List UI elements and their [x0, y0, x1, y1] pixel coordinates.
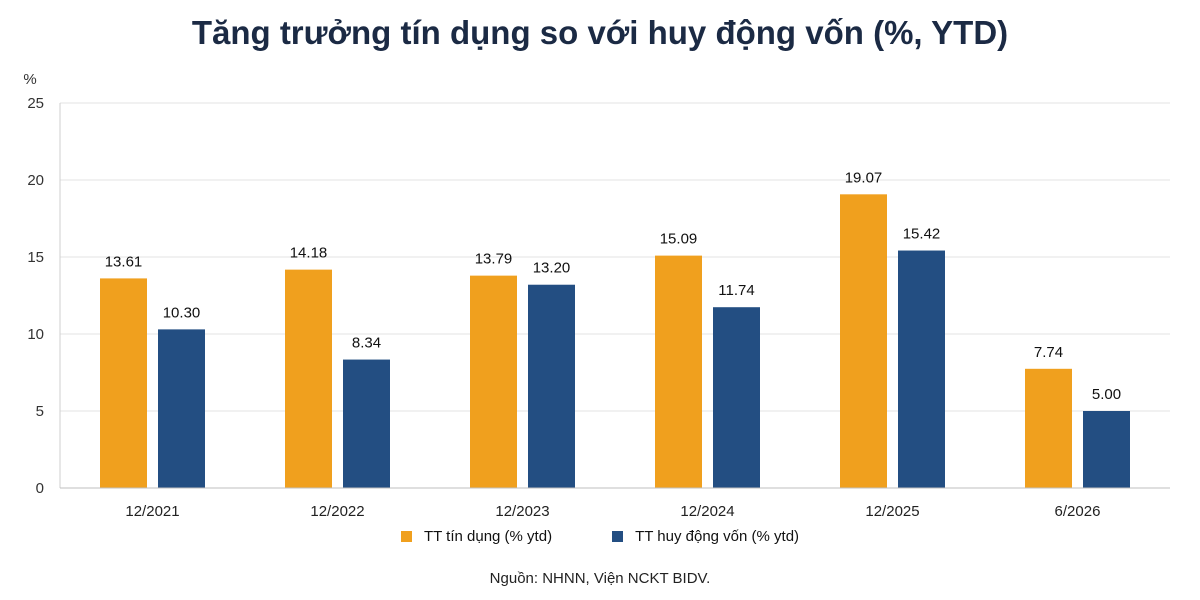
data-label: 8.34	[352, 335, 381, 352]
bar-deposit-0	[158, 329, 205, 488]
y-axis-label: %	[23, 71, 36, 88]
bar-credit-2	[470, 275, 517, 488]
y-tick-label: 15	[27, 249, 44, 266]
bar-deposit-2	[528, 284, 575, 488]
bars: 13.61 10.30 14.18 8.34 13.79 13.20 15.09 11.74 1…	[100, 169, 1130, 488]
bar-credit-3	[655, 255, 702, 488]
legend-item-credit: TT tín dụng (% ytd)	[400, 528, 553, 545]
bar-deposit-3	[713, 307, 760, 488]
x-tick-label: 12/2023	[495, 503, 549, 520]
bar-deposit-1	[343, 359, 390, 488]
x-tick-label: 12/2021	[125, 503, 179, 520]
legend-item-deposit: TT huy động vốn (% ytd)	[612, 528, 799, 545]
source-note: Nguồn: NHNN, Viện NCKT BIDV.	[489, 570, 711, 587]
data-label: 15.42	[903, 226, 941, 243]
x-tick-label: 6/2026	[1055, 503, 1101, 520]
bar-credit-1	[285, 269, 332, 488]
data-label: 19.07	[845, 169, 883, 186]
bar-credit-4	[840, 194, 887, 488]
bar-credit-0	[100, 278, 147, 488]
y-tick-label: 10	[27, 326, 44, 343]
x-tick-label: 12/2022	[310, 503, 364, 520]
bar-credit-5	[1025, 368, 1072, 488]
chart-title: Tăng trưởng tín dụng so với huy động vốn…	[191, 14, 1009, 51]
gridlines	[60, 102, 1170, 412]
data-label: 13.20	[533, 260, 571, 277]
data-label: 10.30	[163, 304, 201, 321]
x-tick-label: 12/2024	[680, 503, 734, 520]
legend: TT tín dụng (% ytd) TT huy động vốn (% y…	[0, 528, 1200, 545]
legend-label-deposit: TT huy động vốn (% ytd)	[635, 528, 800, 545]
y-tick-label: 25	[27, 95, 44, 112]
bar-deposit-4	[898, 250, 945, 488]
bar-deposit-5	[1083, 411, 1130, 488]
axes: 0 5 10 15 20 25 12/2021 12/2022 12/2023 12/2024 12…	[27, 95, 1170, 520]
y-tick-label: 5	[36, 403, 44, 420]
legend-label-credit: TT tín dụng (% ytd)	[423, 528, 553, 545]
data-label: 5.00	[1092, 386, 1121, 403]
y-tick-label: 20	[27, 172, 44, 189]
data-label: 13.61	[105, 253, 143, 270]
data-label: 11.74	[718, 282, 754, 299]
y-tick-label: 0	[36, 480, 44, 497]
data-label: 13.79	[475, 251, 513, 268]
legend-swatch-credit	[400, 531, 412, 542]
legend-swatch-deposit	[612, 531, 624, 542]
data-label: 15.09	[660, 231, 698, 248]
data-label: 14.18	[290, 245, 328, 262]
data-label: 7.74	[1034, 344, 1063, 361]
x-tick-label: 12/2025	[865, 503, 919, 520]
